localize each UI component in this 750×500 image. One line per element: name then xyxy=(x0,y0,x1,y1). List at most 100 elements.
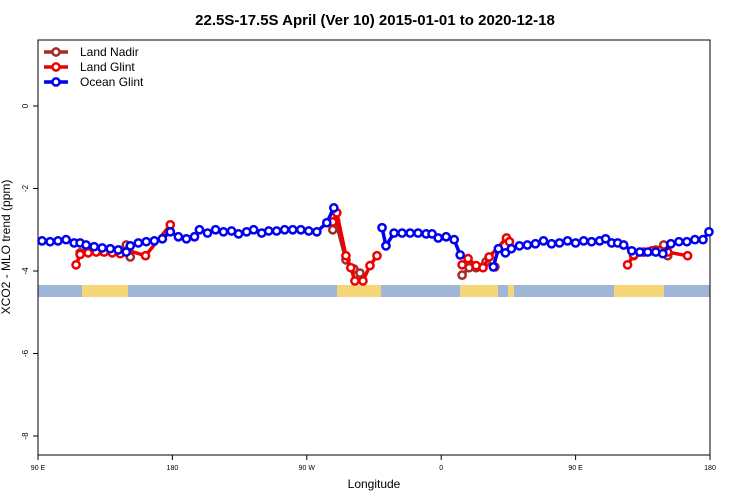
land-strip xyxy=(508,285,514,297)
land-band xyxy=(38,285,710,297)
legend-label: Ocean Glint xyxy=(80,75,144,89)
data-point xyxy=(97,243,108,253)
data-point xyxy=(488,262,499,272)
data-point xyxy=(37,236,47,246)
data-point xyxy=(682,250,693,261)
y-tick-label: -2 xyxy=(21,184,30,192)
x-tick-label: 0 xyxy=(439,465,443,472)
y-tick-label: -8 xyxy=(21,432,30,440)
data-point xyxy=(149,236,160,246)
data-point xyxy=(218,226,229,237)
data-point xyxy=(457,259,467,270)
data-point xyxy=(484,252,494,262)
x-tick-label: 90 W xyxy=(299,465,316,472)
data-point xyxy=(562,236,573,246)
data-point xyxy=(327,224,338,235)
data-point xyxy=(71,259,81,270)
x-tick-label: 180 xyxy=(704,465,716,472)
data-point xyxy=(405,228,415,238)
data-point xyxy=(698,234,708,245)
data-point xyxy=(75,249,85,260)
data-point xyxy=(141,236,152,247)
legend-marker xyxy=(51,62,61,72)
data-point xyxy=(189,231,200,242)
data-point xyxy=(506,243,517,254)
data-point xyxy=(194,224,205,235)
land-strip xyxy=(460,285,498,297)
data-point xyxy=(328,203,339,213)
data-point xyxy=(455,250,466,260)
data-point xyxy=(350,276,360,286)
data-point xyxy=(530,238,541,249)
data-point xyxy=(365,260,375,271)
data-point xyxy=(89,241,99,252)
data-point xyxy=(321,217,332,228)
y-tick-label: 0 xyxy=(21,103,30,108)
data-point xyxy=(372,250,382,261)
data-point xyxy=(157,233,168,244)
data-point xyxy=(303,226,314,236)
data-point xyxy=(449,234,460,245)
y-tick-label: -6 xyxy=(21,349,30,357)
data-point xyxy=(81,240,91,250)
data-point xyxy=(546,238,557,249)
data-point xyxy=(554,238,565,248)
data-point xyxy=(202,228,213,238)
data-point xyxy=(626,245,637,256)
data-point xyxy=(493,243,504,254)
data-point xyxy=(578,236,589,246)
data-point xyxy=(45,236,55,247)
legend-label: Land Glint xyxy=(80,60,135,74)
data-point xyxy=(311,226,322,237)
data-point xyxy=(181,233,192,244)
data-point xyxy=(478,262,488,273)
data-point xyxy=(83,248,94,258)
data-point xyxy=(346,262,356,273)
data-point xyxy=(113,245,124,255)
data-point xyxy=(397,228,407,238)
data-point xyxy=(263,226,274,236)
x-tick-label: 90 E xyxy=(568,465,583,472)
y-axis-label: XCO2 - MLO trend (ppm) xyxy=(0,180,13,315)
data-point xyxy=(53,236,63,246)
data-point xyxy=(377,222,387,233)
data-point xyxy=(642,247,653,257)
data-point xyxy=(682,236,692,247)
land-strip xyxy=(82,285,128,297)
data-point xyxy=(61,234,71,245)
data-point xyxy=(538,236,549,246)
plot-frame xyxy=(37,39,711,456)
data-point xyxy=(233,229,244,239)
data-point xyxy=(133,238,144,248)
data-point xyxy=(125,240,136,251)
x-axis-label: Longitude xyxy=(348,477,401,491)
data-point xyxy=(389,228,399,238)
data-point xyxy=(341,250,351,261)
land-strip xyxy=(614,285,664,297)
data-point xyxy=(295,224,306,235)
data-point xyxy=(105,243,116,254)
x-tick-label: 180 xyxy=(167,465,179,472)
data-point xyxy=(413,228,423,238)
land-strip xyxy=(337,285,381,297)
data-point xyxy=(690,234,700,245)
y-tick-label: -4 xyxy=(21,267,30,275)
data-point xyxy=(381,240,391,251)
data-point xyxy=(433,233,444,243)
data-point xyxy=(657,248,668,259)
data-point xyxy=(358,276,368,286)
data-point xyxy=(463,253,473,264)
data-point xyxy=(287,224,298,235)
data-point xyxy=(622,259,633,270)
data-point xyxy=(210,224,221,235)
data-point xyxy=(173,231,184,242)
data-point xyxy=(271,226,282,236)
data-point xyxy=(674,236,684,247)
data-point xyxy=(165,226,176,237)
data-point xyxy=(457,270,467,280)
data-point xyxy=(634,247,645,257)
data-point xyxy=(570,238,581,248)
data-point xyxy=(140,250,151,261)
data-point xyxy=(279,224,290,235)
x-tick-label: 90 E xyxy=(31,465,46,472)
